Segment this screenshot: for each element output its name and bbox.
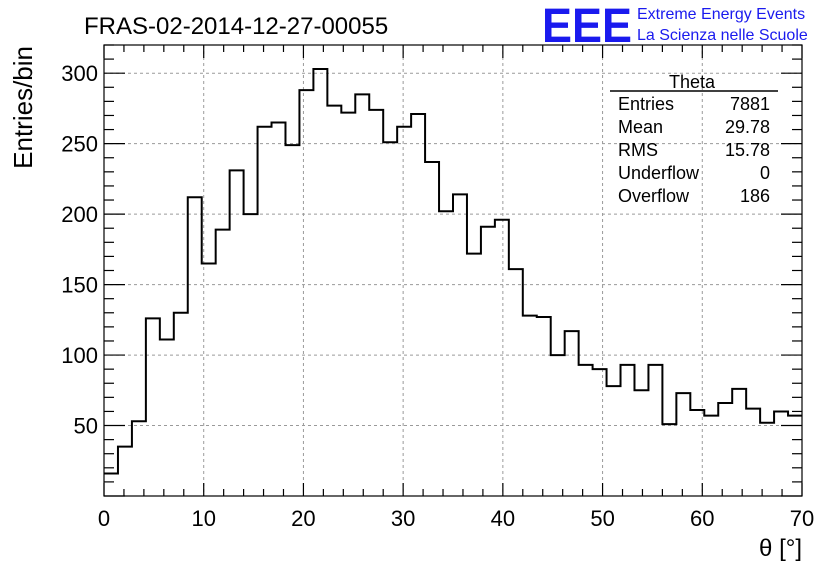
y-tick-label: 250 bbox=[61, 132, 98, 157]
eee-logo-line2: La Scienza nelle Scuole bbox=[637, 27, 808, 44]
stats-box: Theta Entries 7881 Mean 29.78 RMS 15.78 Underf… bbox=[610, 72, 778, 206]
x-tick-label: 60 bbox=[690, 506, 714, 531]
x-tick-label: 0 bbox=[98, 506, 110, 531]
tick-labels: 0 10 20 30 40 50 60 70 50 100 150 200 250 300 bbox=[61, 61, 814, 531]
stats-label: RMS bbox=[618, 140, 658, 160]
eee-logo-line1: Extreme Energy Events bbox=[637, 6, 805, 23]
chart-title: FRAS-02-2014-12-27-00055 bbox=[84, 13, 388, 40]
y-tick-label: 150 bbox=[61, 273, 98, 298]
x-tick-label: 30 bbox=[391, 506, 415, 531]
stats-label: Overflow bbox=[618, 186, 690, 206]
stats-label: Entries bbox=[618, 94, 674, 114]
x-axis-label: θ [°] bbox=[759, 535, 802, 562]
stats-value: 29.78 bbox=[725, 117, 770, 137]
x-tick-label: 20 bbox=[291, 506, 315, 531]
eee-logo: EEE Extreme Energy Events La Scienza nel… bbox=[542, 0, 808, 53]
stats-value: 7881 bbox=[730, 94, 770, 114]
eee-logo-mark: EEE bbox=[542, 0, 632, 53]
histogram-series bbox=[104, 67, 802, 475]
histogram-step-line bbox=[104, 67, 802, 475]
stats-label: Underflow bbox=[618, 163, 700, 183]
y-tick-label: 50 bbox=[74, 414, 98, 439]
y-axis-label: Entries/bin bbox=[8, 46, 38, 169]
x-tick-label: 10 bbox=[191, 506, 215, 531]
y-tick-label: 100 bbox=[61, 343, 98, 368]
stats-value: 186 bbox=[740, 186, 770, 206]
grid bbox=[104, 45, 802, 496]
axes bbox=[103, 44, 803, 497]
stats-label: Mean bbox=[618, 117, 663, 137]
stats-value: 15.78 bbox=[725, 140, 770, 160]
plot-frame bbox=[103, 44, 803, 497]
x-tick-label: 40 bbox=[491, 506, 515, 531]
x-tick-label: 70 bbox=[790, 506, 814, 531]
x-tick-label: 50 bbox=[590, 506, 614, 531]
stats-box-rows: Entries 7881 Mean 29.78 RMS 15.78 Underflow 0 Ov… bbox=[618, 94, 770, 206]
stats-box-title: Theta bbox=[669, 72, 716, 92]
stats-value: 0 bbox=[760, 163, 770, 183]
y-tick-label: 300 bbox=[61, 61, 98, 86]
y-tick-label: 200 bbox=[61, 202, 98, 227]
